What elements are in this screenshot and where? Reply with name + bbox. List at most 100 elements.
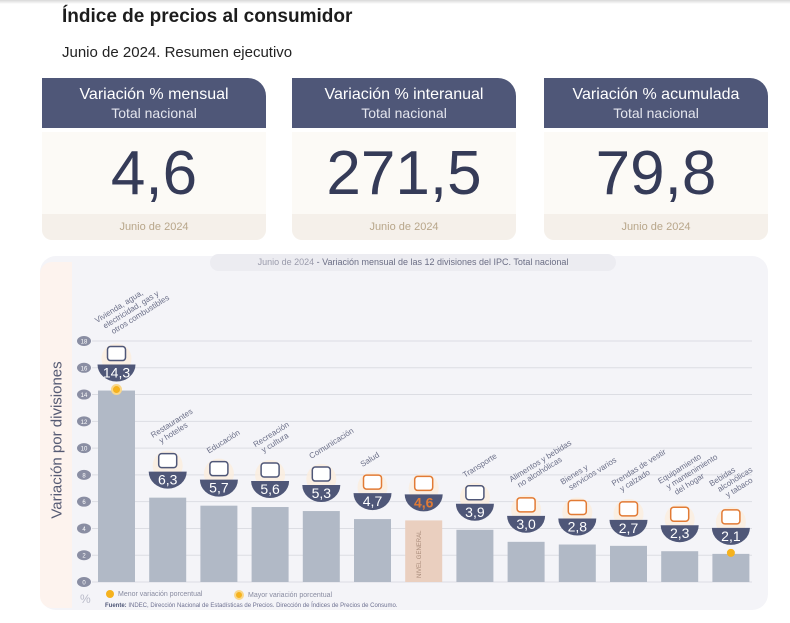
value-badge xyxy=(711,527,750,545)
value-badge xyxy=(660,525,699,543)
value-label: 5,3 xyxy=(312,485,332,501)
category-label-line: Comunicación xyxy=(308,426,356,461)
y-tick-marker xyxy=(77,389,91,400)
value-badge xyxy=(353,493,392,511)
value-label: 6,3 xyxy=(158,472,178,488)
bar xyxy=(405,520,443,582)
bar xyxy=(98,390,135,582)
card-footer: Junio de 2024 xyxy=(42,214,266,240)
restaurant-icon-glyph xyxy=(157,452,178,469)
card-subtitle: Total nacional xyxy=(361,105,447,121)
card-yearly: Variación % interanual Total nacional 27… xyxy=(292,78,516,240)
card-value: 4,6 xyxy=(110,139,198,208)
lowest-marker xyxy=(726,548,735,557)
legend-label: Mayor variación porcentual xyxy=(248,591,333,599)
icon-shape xyxy=(311,466,332,482)
value-label: 5,6 xyxy=(260,481,280,497)
card-value: 79,8 xyxy=(595,139,717,208)
category-label-line: Salud xyxy=(359,450,381,468)
y-tick-marker xyxy=(77,362,91,373)
bar xyxy=(302,511,340,582)
category-label: Salud xyxy=(359,450,381,468)
y-tick-label: 4 xyxy=(82,527,86,533)
education-icon-glyph xyxy=(209,460,229,477)
clothing-icon-glyph xyxy=(618,501,639,517)
y-unit-label: % xyxy=(80,592,91,606)
category-label: Educación xyxy=(205,428,241,455)
y-tick-label: 12 xyxy=(81,420,88,426)
source-note: Fuente: INDEC, Dirección Nacional de Est… xyxy=(105,603,397,609)
value-label: 3,9 xyxy=(465,504,485,520)
card-title: Variación % interanual xyxy=(324,86,484,103)
value-label: 3,0 xyxy=(516,516,536,532)
source-label: Fuente: xyxy=(105,603,127,609)
legend-item-lowest: Menor variación porcentual xyxy=(106,590,202,598)
chart-title: Junio de 2024 - Variación mensual de las… xyxy=(210,254,616,271)
value-label: 4,6 xyxy=(414,494,434,510)
bar xyxy=(661,551,699,582)
icon-shape xyxy=(618,501,639,517)
value-badge xyxy=(455,503,494,521)
y-tick-marker xyxy=(77,416,91,427)
card-subtitle: Total nacional xyxy=(111,105,197,121)
general-basket-icon-glyph xyxy=(413,475,434,492)
category-label: Vivienda, agua,electricidad, gas yotros … xyxy=(93,288,171,336)
icon-shape xyxy=(209,460,229,477)
source-text: INDEC, Dirección Nacional de Estadística… xyxy=(128,603,398,609)
legend-label: Menor variación porcentual xyxy=(118,590,203,598)
card-subtitle: Total nacional xyxy=(613,105,699,121)
legend-dot-icon xyxy=(106,590,114,598)
house-utilities-icon-glyph xyxy=(106,345,127,362)
icon-shape xyxy=(669,506,690,522)
y-tick-label: 16 xyxy=(81,366,88,372)
card-body: 79,8 Junio de 2024 xyxy=(544,132,768,240)
value-label: 4,7 xyxy=(363,493,383,509)
value-badge xyxy=(302,485,341,503)
card-footer: Junio de 2024 xyxy=(544,214,768,240)
y-tick-label: 6 xyxy=(82,500,86,506)
value-badge xyxy=(404,494,443,512)
value-badge xyxy=(507,515,546,533)
chart-title-date: Junio de 2024 xyxy=(257,257,315,267)
chart-title-text: - Variación mensual de las 12 divisiones… xyxy=(314,257,569,267)
value-badge xyxy=(251,481,290,499)
y-tick-marker xyxy=(77,443,91,454)
category-label-line: Educación xyxy=(205,428,241,455)
top-shadow xyxy=(0,0,790,4)
y-tick-marker xyxy=(77,496,91,507)
y-tick-label: 2 xyxy=(82,554,86,560)
icon-shape xyxy=(567,499,588,516)
health-icon-glyph xyxy=(362,474,383,490)
page-title: Índice de precios al consumidor xyxy=(62,6,353,27)
misc-goods-icon-glyph xyxy=(567,499,588,516)
y-tick-marker xyxy=(77,336,91,346)
icon-shape xyxy=(362,474,383,490)
y-tick-marker xyxy=(77,469,91,480)
card-body: 271,5 Junio de 2024 xyxy=(292,132,516,240)
household-icon-glyph xyxy=(669,506,690,522)
bar xyxy=(149,497,187,582)
category-label: Comunicación xyxy=(308,426,356,461)
value-badge xyxy=(609,519,648,537)
icon-shape xyxy=(260,462,280,478)
recreation-icon-glyph xyxy=(260,462,280,478)
card-header: Variación % mensual Total nacional xyxy=(42,78,266,128)
bar xyxy=(712,553,750,582)
card-value: 271,5 xyxy=(326,139,482,208)
value-label: 2,8 xyxy=(568,519,588,535)
y-tick-marker xyxy=(77,523,91,534)
value-label: 2,7 xyxy=(619,520,639,536)
y-tick-marker xyxy=(77,550,91,561)
highest-marker xyxy=(111,384,122,396)
bar xyxy=(354,519,391,582)
value-label: 5,7 xyxy=(209,480,229,496)
y-tick-label: 0 xyxy=(82,581,86,587)
icon-shape xyxy=(721,509,741,525)
y-axis-band xyxy=(40,262,72,608)
y-tick-marker xyxy=(77,577,91,587)
general-bar-label: NIVEL GENERAL xyxy=(417,530,423,578)
